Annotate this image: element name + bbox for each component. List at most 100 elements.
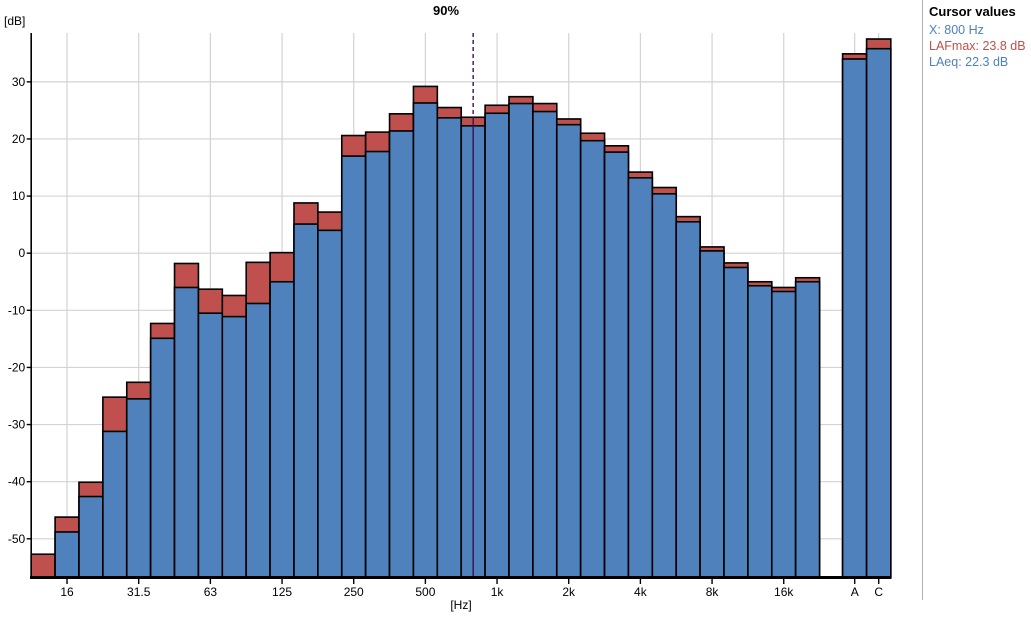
bar-12.5k[interactable] bbox=[747, 280, 773, 578]
bar-8k-laeq[interactable] bbox=[699, 250, 725, 578]
bar-200[interactable] bbox=[317, 211, 343, 578]
x-tick-label-63[interactable]: 63 bbox=[204, 585, 218, 599]
y-tick-label--20: -20 bbox=[8, 360, 26, 374]
bar-A[interactable] bbox=[841, 53, 868, 578]
bar-16k[interactable] bbox=[770, 286, 797, 578]
bar-5k-laeq[interactable] bbox=[651, 192, 678, 578]
bar-1k[interactable] bbox=[484, 104, 510, 578]
x-tick-label-1k[interactable]: 1k bbox=[491, 585, 505, 599]
bar-500-laeq[interactable] bbox=[412, 102, 439, 578]
chart-title: 90% bbox=[432, 3, 460, 18]
y-tick-label--50: -50 bbox=[8, 532, 26, 546]
bar-6.3k-laeq[interactable] bbox=[675, 220, 701, 578]
cursor-x-readout: X: 800 Hz bbox=[929, 23, 984, 37]
x-tick-label-125[interactable]: 125 bbox=[272, 585, 292, 599]
bar-12.5k-laeq[interactable] bbox=[747, 284, 773, 578]
bar-1.6k[interactable] bbox=[532, 102, 558, 578]
bar-16-laeq[interactable] bbox=[54, 531, 80, 578]
x-tick-label-C[interactable]: C bbox=[874, 585, 883, 599]
y-tick-label--40: -40 bbox=[8, 475, 26, 489]
spectrum-chart: 90% [dB] 30 20 10 0 -10 -20 -30 -40 -50 16 31.5 63 1… bbox=[0, 0, 922, 617]
bar-40[interactable] bbox=[149, 322, 176, 578]
bar-3.15k[interactable] bbox=[603, 145, 630, 578]
y-tick-label-0: 0 bbox=[19, 246, 26, 260]
cursor-values-panel: Cursor values X: 800 Hz LAFmax: 23.8 dB … bbox=[922, 0, 1031, 600]
y-tick-label--30: -30 bbox=[8, 418, 26, 432]
bar-630[interactable] bbox=[436, 106, 463, 578]
bar-3.15k-laeq[interactable] bbox=[603, 151, 630, 578]
bar-31.5-laeq[interactable] bbox=[125, 398, 152, 578]
x-tick-label-16[interactable]: 16 bbox=[60, 585, 74, 599]
bar-630-laeq[interactable] bbox=[436, 117, 463, 578]
bar-400-laeq[interactable] bbox=[388, 130, 415, 578]
bar-250-laeq[interactable] bbox=[340, 155, 367, 578]
y-tick-label--10: -10 bbox=[8, 303, 26, 317]
bar-2k[interactable] bbox=[555, 118, 582, 578]
bar-2k-laeq[interactable] bbox=[555, 123, 582, 578]
bar-500[interactable] bbox=[412, 85, 439, 578]
bar-16k-laeq[interactable] bbox=[770, 290, 797, 578]
bar-50-laeq[interactable] bbox=[173, 286, 200, 578]
bar-125-laeq[interactable] bbox=[269, 280, 295, 578]
bar-20-laeq[interactable] bbox=[78, 495, 104, 578]
bar-16[interactable] bbox=[54, 516, 80, 578]
bar-10k-laeq[interactable] bbox=[723, 266, 749, 578]
y-tick-label-20: 20 bbox=[12, 132, 26, 146]
bar-1k-laeq[interactable] bbox=[484, 112, 510, 578]
x-axis-unit-label: [Hz] bbox=[450, 598, 472, 612]
x-tick-label-4k[interactable]: 4k bbox=[634, 585, 648, 599]
bar-12.5[interactable] bbox=[30, 553, 56, 578]
x-tick-label-31.5[interactable]: 31.5 bbox=[127, 585, 151, 599]
bar-80-laeq[interactable] bbox=[221, 315, 248, 578]
x-tick-label-8k[interactable]: 8k bbox=[706, 585, 720, 599]
bar-63[interactable] bbox=[197, 288, 224, 578]
bar-20k-laeq[interactable] bbox=[794, 280, 821, 578]
bar-6.3k[interactable] bbox=[675, 215, 701, 578]
bar-200-laeq[interactable] bbox=[317, 229, 343, 578]
cursor-laeq-readout: LAeq: 22.3 dB bbox=[929, 55, 1009, 69]
x-tick-label-500[interactable]: 500 bbox=[415, 585, 435, 599]
x-tick-label-16k[interactable]: 16k bbox=[774, 585, 794, 599]
bar-20[interactable] bbox=[78, 481, 104, 578]
bar-40-laeq[interactable] bbox=[149, 337, 176, 578]
bar-20k[interactable] bbox=[794, 276, 821, 578]
bar-5k[interactable] bbox=[651, 186, 678, 578]
bar-315[interactable] bbox=[364, 131, 391, 578]
bar-63-laeq[interactable] bbox=[197, 312, 224, 578]
bar-315-laeq[interactable] bbox=[364, 150, 391, 578]
bar-50[interactable] bbox=[173, 262, 200, 578]
bar-160[interactable] bbox=[293, 202, 319, 578]
bar-2.5k[interactable] bbox=[579, 132, 606, 578]
bar-C-laeq[interactable] bbox=[865, 47, 892, 578]
bar-100[interactable] bbox=[245, 261, 271, 578]
bar-1.25k-laeq[interactable] bbox=[508, 102, 534, 578]
cursor-lafmax-readout: LAFmax: 23.8 dB bbox=[929, 39, 1026, 53]
bar-1.6k-laeq[interactable] bbox=[532, 110, 558, 578]
y-tick-label-10: 10 bbox=[12, 189, 26, 203]
bar-250[interactable] bbox=[340, 134, 367, 578]
bar-31.5[interactable] bbox=[125, 381, 152, 578]
bar-4k-laeq[interactable] bbox=[627, 177, 654, 578]
bar-100-laeq[interactable] bbox=[245, 302, 271, 578]
bar-125[interactable] bbox=[269, 251, 295, 578]
bar-C[interactable] bbox=[865, 38, 892, 578]
x-tick-label-A[interactable]: A bbox=[851, 585, 859, 599]
bar-10k[interactable] bbox=[723, 262, 749, 578]
bar-2.5k-laeq[interactable] bbox=[579, 139, 606, 578]
bar-25[interactable] bbox=[102, 396, 128, 578]
bar-400[interactable] bbox=[388, 113, 415, 578]
bar-1.25k[interactable] bbox=[508, 95, 534, 578]
bar-12.5-lafmax[interactable] bbox=[30, 553, 56, 578]
bar-80[interactable] bbox=[221, 294, 248, 578]
x-tick-label-2k[interactable]: 2k bbox=[562, 585, 576, 599]
x-tick-label-250[interactable]: 250 bbox=[344, 585, 364, 599]
bar-160-laeq[interactable] bbox=[293, 223, 319, 578]
bar-8k[interactable] bbox=[699, 246, 725, 578]
bar-A-laeq[interactable] bbox=[841, 58, 868, 578]
bar-4k[interactable] bbox=[627, 171, 654, 578]
bar-25-laeq[interactable] bbox=[102, 430, 128, 578]
spectrum-plot[interactable]: 30 20 10 0 -10 -20 -30 -40 -50 16 31.5 63 125 250 500 1… bbox=[0, 0, 922, 617]
y-tick-label-30: 30 bbox=[12, 75, 26, 89]
y-axis-unit-label: [dB] bbox=[4, 14, 26, 28]
